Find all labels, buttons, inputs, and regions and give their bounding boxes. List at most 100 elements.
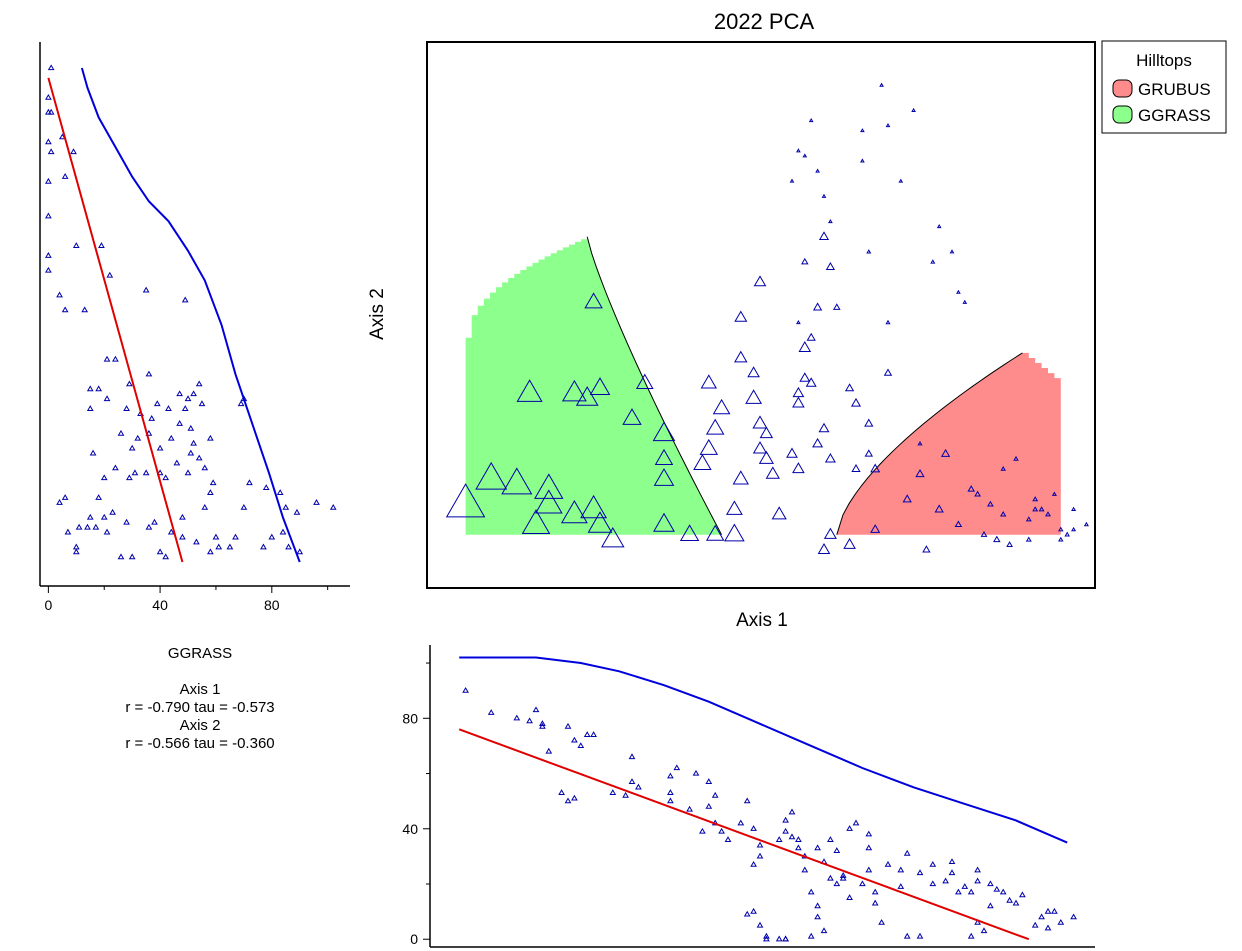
data-point (56, 291, 63, 298)
data-point (260, 543, 267, 550)
data-point (818, 422, 830, 433)
data-point (817, 542, 831, 554)
data-point (987, 880, 994, 887)
legend-swatch-ggrass (1112, 105, 1133, 124)
data-point (1044, 924, 1052, 931)
legend-label-grubus: GRUBUS (1138, 80, 1211, 99)
data-point (652, 421, 676, 442)
data-point (534, 489, 563, 514)
data-point (948, 858, 956, 865)
data-point (860, 158, 865, 163)
data-point (756, 852, 764, 859)
data-point (699, 438, 719, 455)
data-point (962, 299, 968, 304)
data-point (609, 789, 617, 796)
main-points (445, 82, 1089, 554)
data-point (897, 883, 905, 889)
data-point (699, 827, 706, 834)
data-point (622, 791, 629, 798)
stats-variable: GGRASS (167, 645, 233, 662)
data-point (1071, 506, 1077, 512)
data-point (240, 503, 248, 510)
data-point (1064, 531, 1070, 537)
data-point (915, 469, 925, 478)
data-point (262, 484, 270, 491)
data-point (967, 888, 975, 895)
ggrass-region-edge (586, 236, 723, 535)
bottom-panel-points (462, 686, 1077, 942)
data-point (820, 927, 828, 934)
data-point (821, 193, 827, 198)
data-point (212, 533, 220, 540)
data-point (167, 528, 175, 535)
data-point (796, 148, 801, 153)
data-point (86, 405, 94, 412)
data-point (45, 138, 52, 145)
data-point (635, 783, 642, 790)
data-point (1032, 496, 1039, 502)
data-point (98, 242, 105, 248)
data-point (206, 489, 214, 495)
data-point (974, 918, 981, 925)
data-point (792, 396, 805, 408)
data-point (156, 469, 164, 476)
data-point (823, 527, 837, 539)
data-point (501, 467, 533, 495)
data-point (833, 880, 841, 887)
data-point (911, 107, 916, 112)
data-point (198, 400, 206, 407)
data-point (999, 888, 1007, 895)
data-point (763, 935, 770, 942)
data-point (974, 866, 981, 873)
data-point (195, 454, 203, 461)
data-point (516, 379, 543, 402)
data-point (743, 797, 751, 804)
data-point (897, 866, 905, 873)
legend: Hilltops GRUBUS GGRASS (1101, 40, 1227, 134)
data-point (1032, 506, 1039, 512)
legend-swatch-grubus (1112, 79, 1133, 98)
data-point (870, 463, 881, 473)
data-point (131, 469, 139, 476)
data-point (903, 849, 911, 856)
data-point (775, 935, 783, 942)
data-point (814, 902, 821, 909)
data-point (72, 548, 80, 555)
data-point (1070, 913, 1077, 920)
data-point (667, 789, 674, 796)
data-point (724, 836, 732, 842)
data-point (587, 511, 613, 533)
data-point (45, 177, 52, 184)
data-point (795, 836, 802, 842)
data-point (916, 869, 924, 876)
data-point (885, 319, 891, 325)
data-point (179, 513, 186, 520)
data-point (974, 490, 981, 497)
legend-title: Hilltops (1136, 51, 1192, 70)
data-point (151, 518, 158, 525)
stats-caption: GGRASS Axis 1 r = -0.790 tau = -0.573 Ax… (80, 645, 320, 753)
data-point (276, 489, 284, 495)
data-point (583, 731, 591, 738)
data-point (145, 523, 153, 530)
data-point (156, 548, 164, 555)
data-point (61, 172, 69, 179)
data-point (712, 398, 731, 415)
data-point (293, 508, 301, 515)
data-point (117, 553, 125, 560)
data-point (601, 527, 625, 548)
data-point (961, 883, 969, 889)
data-point (930, 259, 936, 264)
data-point (176, 390, 184, 397)
data-point (190, 390, 197, 397)
data-point (948, 869, 956, 876)
data-point (844, 383, 855, 392)
data-point (734, 310, 748, 322)
data-point (81, 306, 89, 313)
data-point (765, 466, 780, 479)
data-point (590, 731, 597, 738)
stats-axis1-values: r = -0.790 tau = -0.573 (125, 699, 275, 716)
data-point (1058, 536, 1064, 542)
data-point (929, 860, 937, 867)
